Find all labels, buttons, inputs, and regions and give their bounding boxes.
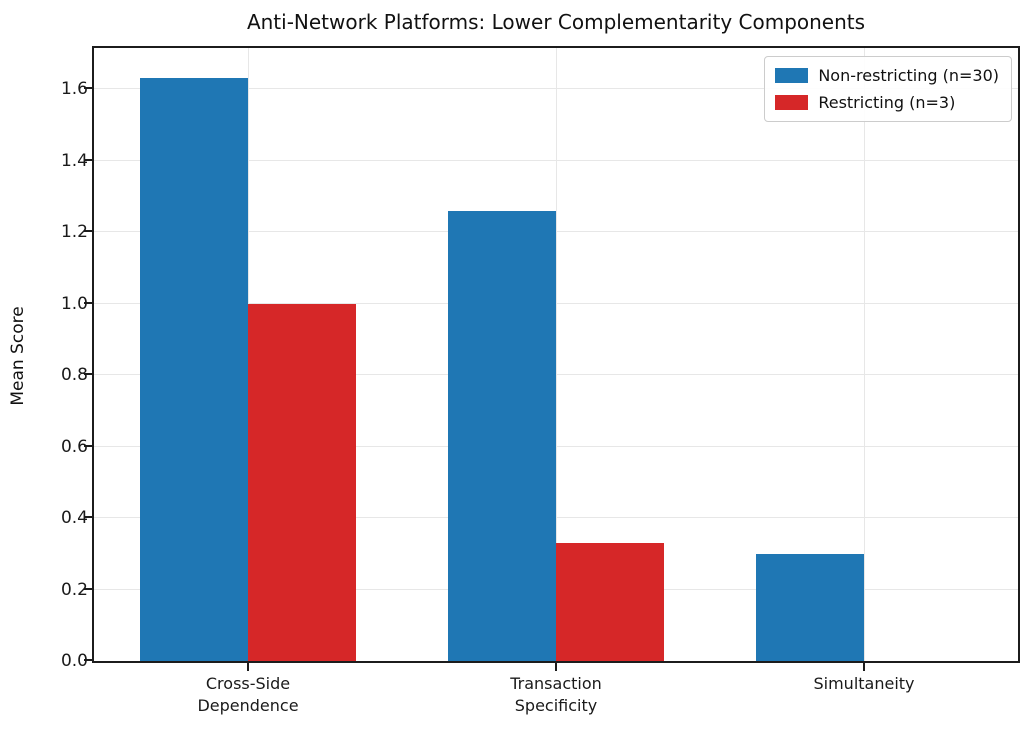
y-tick-label: 1.6 <box>60 79 88 100</box>
legend-swatch-red <box>775 95 809 110</box>
y-tick-label: 0.0 <box>60 651 88 671</box>
y-tick-mark <box>84 230 92 233</box>
bar <box>139 78 248 661</box>
bar <box>755 553 864 661</box>
y-tick-label: 1.4 <box>60 150 88 171</box>
chart-title: Anti-Network Platforms: Lower Complement… <box>246 10 866 34</box>
legend: Non-restricting (n=30) Restricting (n=3) <box>764 56 1012 122</box>
y-tick-label: 1.2 <box>60 222 88 243</box>
x-tick-mark <box>247 663 249 671</box>
y-tick-mark <box>84 158 92 161</box>
x-tick-mark <box>555 663 557 671</box>
y-tick-mark <box>84 587 92 590</box>
bar <box>248 303 357 661</box>
legend-swatch-blue <box>775 68 809 83</box>
legend-item: Restricting (n=3) <box>775 93 999 112</box>
y-tick-label: 0.2 <box>60 579 88 600</box>
gridline-vertical <box>556 48 557 661</box>
y-tick-label: 0.8 <box>60 365 88 386</box>
legend-item: Non-restricting (n=30) <box>775 66 999 85</box>
y-tick-mark <box>84 659 92 661</box>
y-axis-title: Mean Score <box>8 306 28 406</box>
x-tick-label: Cross-Side Dependence <box>197 674 299 715</box>
x-tick-label: Simultaneity <box>813 674 915 693</box>
gridline-vertical <box>864 48 865 661</box>
y-tick-label: 0.4 <box>60 508 88 529</box>
y-tick-label: 1.0 <box>60 293 88 314</box>
x-tick-label: Transaction Specificity <box>510 674 602 715</box>
bar <box>556 543 665 661</box>
y-tick-label: 0.6 <box>60 436 88 457</box>
y-tick-mark <box>84 516 92 519</box>
y-tick-mark <box>84 444 92 447</box>
x-tick-mark <box>863 663 865 671</box>
y-tick-mark <box>84 87 92 90</box>
y-tick-mark <box>84 301 92 304</box>
legend-label: Non-restricting (n=30) <box>818 66 999 85</box>
y-tick-mark <box>84 373 92 376</box>
legend-label: Restricting (n=3) <box>818 93 956 112</box>
bar <box>447 210 556 661</box>
plot-area: Non-restricting (n=30) Restricting (n=3) <box>92 46 1020 663</box>
